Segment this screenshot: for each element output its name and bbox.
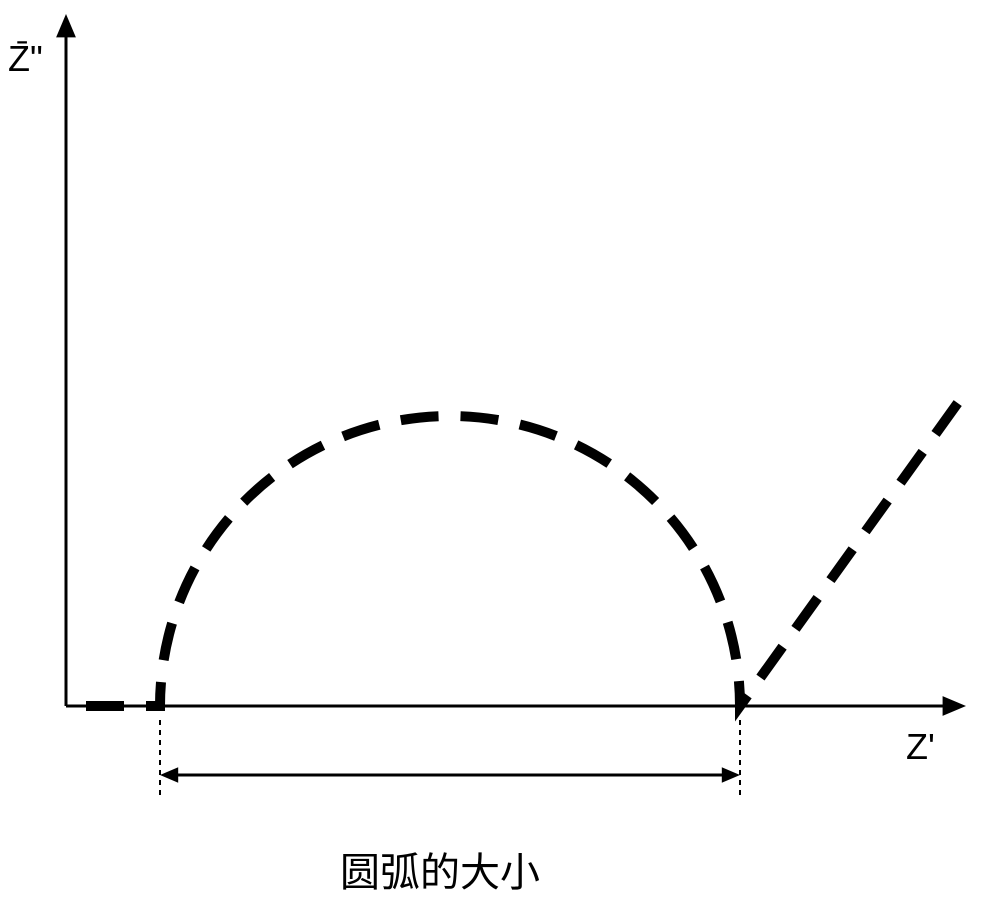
diagram-canvas (0, 0, 1000, 913)
y-axis-arrow (56, 14, 76, 37)
bracket-arrow-left (160, 767, 178, 782)
x-axis-label: Z' (906, 726, 935, 768)
nyquist-curve (86, 386, 970, 706)
x-axis-arrow (943, 696, 966, 716)
bracket-arrow-right (722, 767, 740, 782)
arc-caption: 圆弧的大小 (340, 840, 540, 898)
y-axis-label: Z̄" (8, 38, 43, 80)
